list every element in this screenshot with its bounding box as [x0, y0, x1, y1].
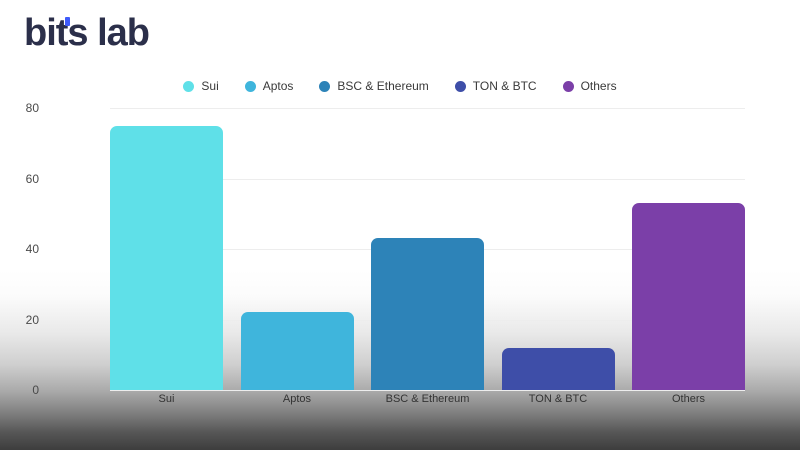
- gridline: [110, 108, 745, 109]
- legend-swatch-icon: [562, 80, 574, 92]
- bar-slot: Aptos: [240, 108, 354, 405]
- legend-item-label: Others: [580, 79, 617, 93]
- x-axis-tick-label: BSC & Ethereum: [385, 393, 470, 405]
- logo-dot-icon: [65, 17, 70, 26]
- bar-slot: TON & BTC: [501, 108, 615, 405]
- gridline: [110, 178, 745, 180]
- chart-legend: Sui Aptos BSC & Ethereum TON & BTC Others: [0, 79, 800, 93]
- legend-item[interactable]: TON & BTC: [454, 79, 537, 93]
- y-axis-tick-label: 60: [25, 171, 39, 186]
- x-axis-tick-label: Others: [671, 393, 705, 405]
- bar-slot: Sui: [110, 108, 223, 405]
- bar[interactable]: [501, 347, 615, 390]
- legend-swatch-icon: [319, 80, 331, 92]
- gridline: [110, 390, 745, 391]
- bar[interactable]: [110, 125, 223, 390]
- legend-item-label: Sui: [201, 79, 219, 93]
- x-axis-tick-label: Aptos: [282, 393, 312, 405]
- legend-swatch-icon: [244, 80, 256, 92]
- bar-slot: BSC & Ethereum: [371, 108, 484, 405]
- legend-item[interactable]: Sui: [183, 79, 219, 93]
- legend-swatch-icon: [183, 80, 195, 92]
- y-axis-tick-label: 80: [25, 101, 39, 115]
- legend-item[interactable]: Aptos: [244, 79, 294, 93]
- y-axis-tick-label: 0: [32, 383, 39, 397]
- legend-item-label: TON & BTC: [472, 79, 537, 93]
- brand-logo: bits lab: [24, 8, 150, 58]
- brand-logo-text: bits lab: [24, 12, 150, 54]
- bar[interactable]: [240, 312, 354, 390]
- bar-slot: Others: [632, 108, 745, 405]
- y-axis-tick-label: 20: [25, 312, 39, 327]
- legend-item[interactable]: BSC & Ethereum: [319, 79, 429, 93]
- plot-area: 0 20 40 60 80 Sui Aptos BSC & Ethereum TON & BT…: [26, 101, 745, 405]
- y-axis-tick-label: 40: [25, 242, 39, 256]
- x-axis-tick-label: TON & BTC: [528, 393, 588, 405]
- legend-swatch-icon: [454, 80, 466, 92]
- bar[interactable]: [371, 238, 484, 390]
- x-axis-tick-label: Sui: [158, 393, 175, 405]
- legend-item-label: BSC & Ethereum: [337, 79, 429, 93]
- legend-item[interactable]: Others: [562, 79, 617, 93]
- legend-item-label: Aptos: [262, 79, 294, 93]
- bar-series: Sui Aptos BSC & Ethereum TON & BTC Others: [110, 108, 745, 405]
- bar[interactable]: [632, 203, 745, 390]
